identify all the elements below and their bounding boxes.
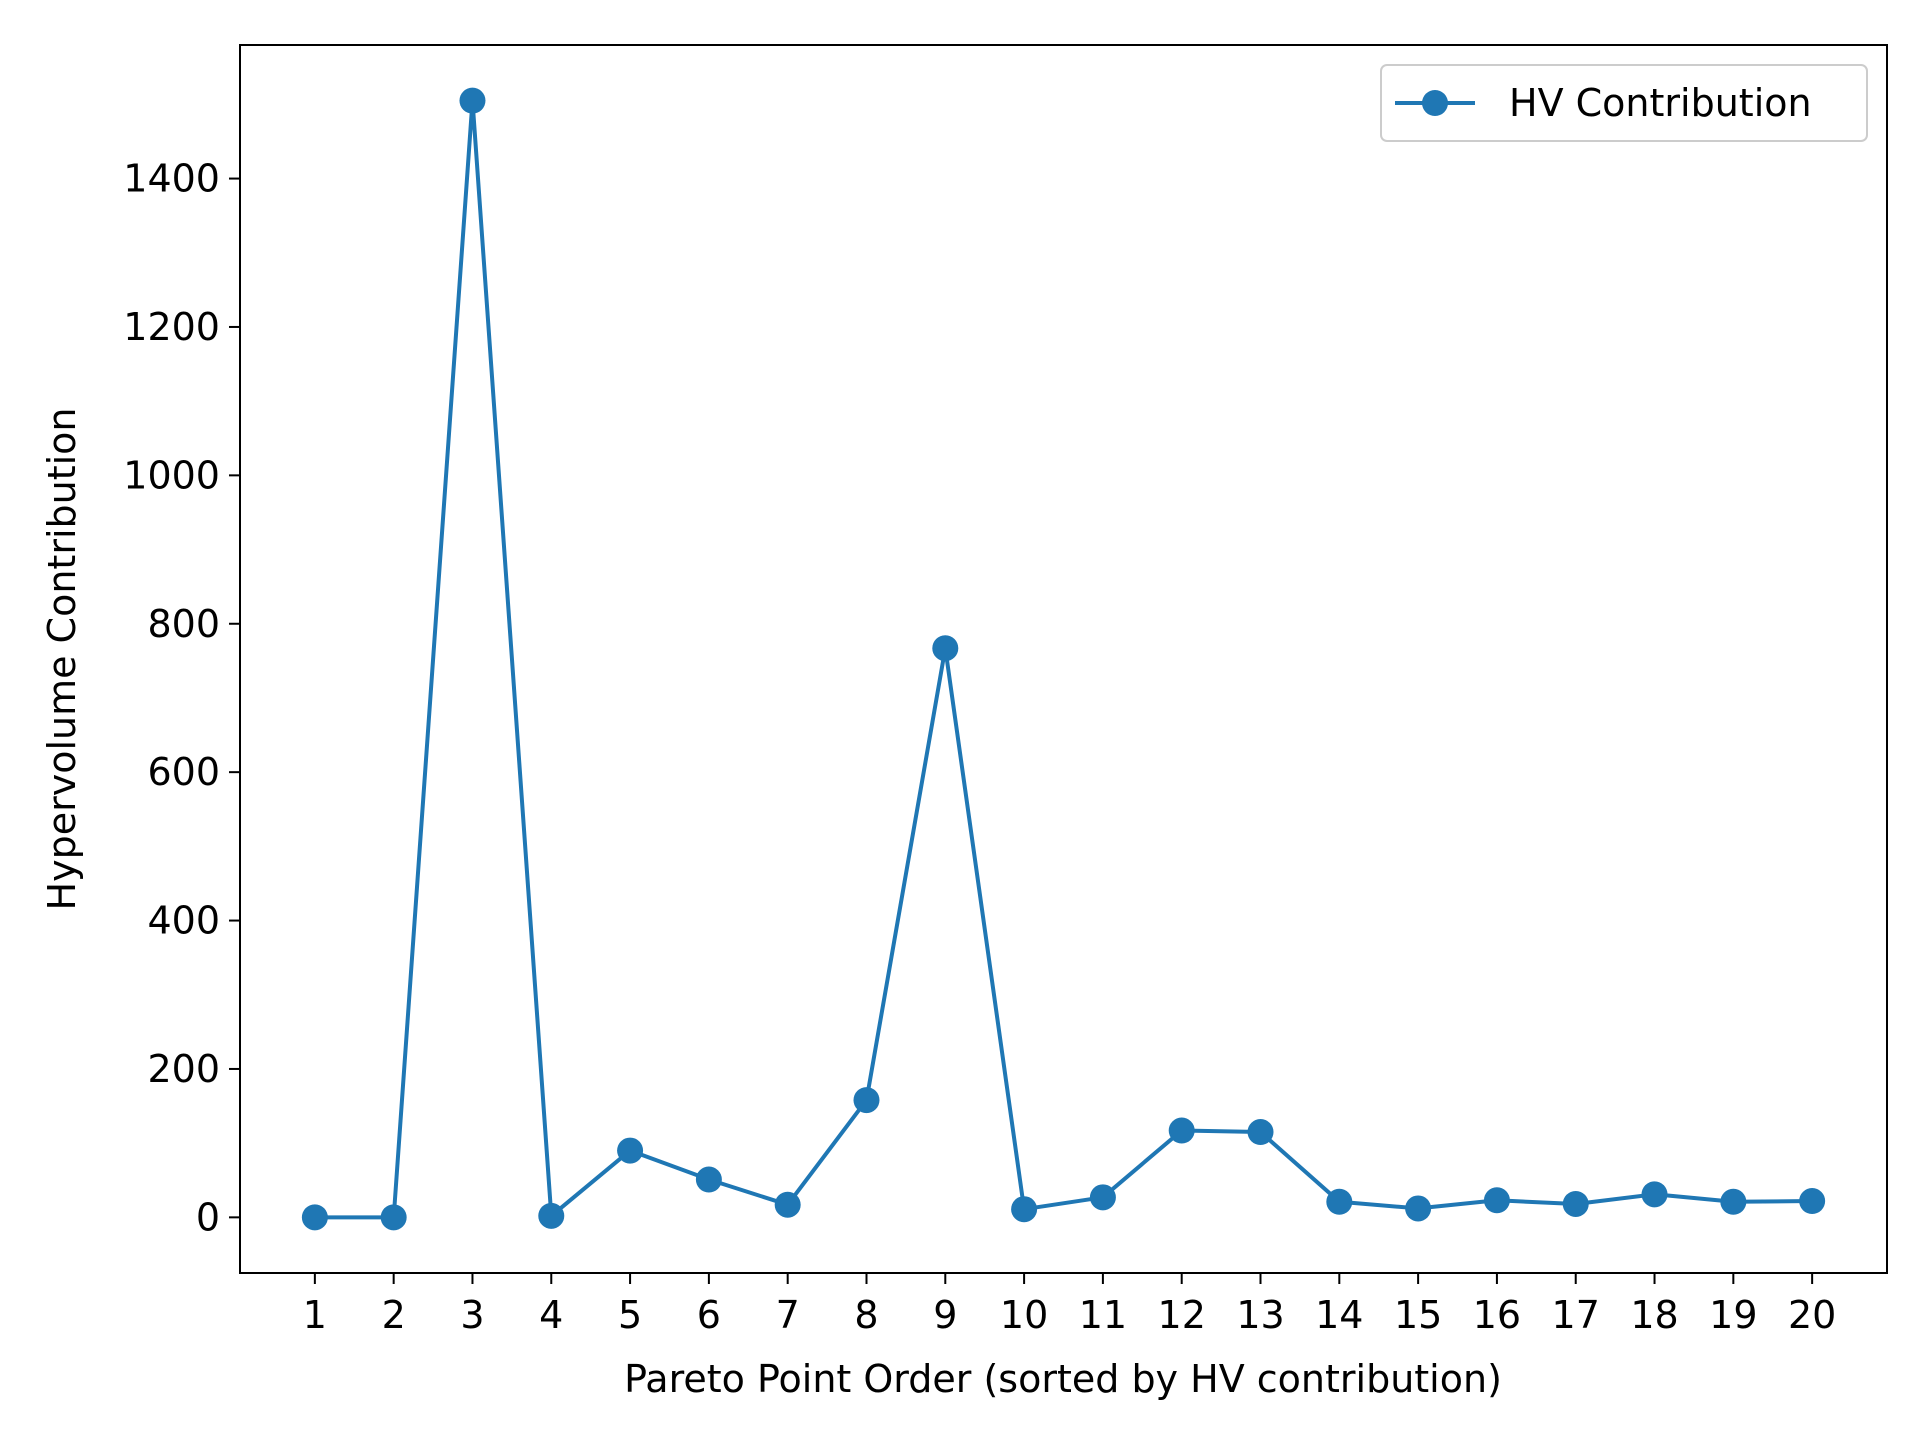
x-tick-label: 20 bbox=[1788, 1293, 1836, 1337]
data-point bbox=[932, 635, 959, 662]
x-tick-label: 17 bbox=[1552, 1293, 1600, 1337]
data-point bbox=[459, 87, 486, 114]
series-layer bbox=[301, 87, 1826, 1231]
data-point bbox=[1641, 1181, 1668, 1208]
x-tick-label: 8 bbox=[854, 1293, 878, 1337]
y-tick-label: 400 bbox=[147, 899, 220, 943]
series-line bbox=[314, 98, 1813, 1220]
data-point bbox=[1089, 1184, 1116, 1211]
axes-frame bbox=[239, 44, 1888, 1274]
x-tick-label: 5 bbox=[618, 1293, 642, 1337]
data-point bbox=[1720, 1188, 1747, 1215]
x-tick-label: 6 bbox=[697, 1293, 721, 1337]
x-tick-label: 18 bbox=[1630, 1293, 1678, 1337]
x-tick-label: 13 bbox=[1236, 1293, 1284, 1337]
x-tick-label: 7 bbox=[776, 1293, 800, 1337]
data-point bbox=[1326, 1188, 1353, 1215]
data-point bbox=[1011, 1196, 1038, 1223]
data-point bbox=[380, 1204, 407, 1231]
data-point bbox=[853, 1087, 880, 1114]
x-tick-label: 10 bbox=[1000, 1293, 1048, 1337]
x-tick-label: 3 bbox=[460, 1293, 484, 1337]
x-tick-label: 11 bbox=[1079, 1293, 1127, 1337]
x-axis-label: Pareto Point Order (sorted by HV contrib… bbox=[624, 1357, 1502, 1401]
x-tick-label: 1 bbox=[303, 1293, 327, 1337]
data-point bbox=[1247, 1119, 1274, 1146]
y-tick-label: 1200 bbox=[123, 305, 220, 349]
data-point bbox=[1562, 1190, 1589, 1217]
data-point bbox=[774, 1191, 801, 1218]
x-tick-label: 16 bbox=[1473, 1293, 1521, 1337]
y-tick-label: 200 bbox=[147, 1047, 220, 1091]
data-point bbox=[1799, 1188, 1826, 1215]
axes-layer: 1 2 3 4 5 6 7 8 9 10 11 12 13 14 15 16 17 18 19 20020040060… bbox=[123, 44, 1888, 1337]
x-tick-label: 9 bbox=[933, 1293, 957, 1337]
data-point bbox=[1405, 1195, 1432, 1222]
data-point bbox=[617, 1137, 644, 1164]
legend-label: HV Contribution bbox=[1509, 81, 1812, 125]
legend-box bbox=[1380, 64, 1868, 142]
x-tick-label: 12 bbox=[1158, 1293, 1206, 1337]
data-point bbox=[1483, 1187, 1510, 1214]
x-tick-label: 19 bbox=[1709, 1293, 1757, 1337]
x-tick-label: 4 bbox=[539, 1293, 563, 1337]
x-tick-label: 15 bbox=[1394, 1293, 1442, 1337]
data-point bbox=[301, 1204, 328, 1231]
legend-marker bbox=[1422, 90, 1448, 116]
y-tick-label: 0 bbox=[196, 1195, 220, 1239]
x-tick-label: 2 bbox=[382, 1293, 406, 1337]
plot-area bbox=[240, 45, 1887, 1273]
y-axis-label: Hypervolume Contribution bbox=[40, 408, 84, 911]
y-tick-label: 1400 bbox=[123, 157, 220, 201]
legend: HV Contribution bbox=[1380, 64, 1868, 142]
data-point bbox=[1168, 1117, 1195, 1144]
y-tick-label: 1000 bbox=[123, 453, 220, 497]
data-point bbox=[695, 1166, 722, 1193]
data-point bbox=[538, 1202, 565, 1229]
y-tick-label: 600 bbox=[147, 750, 220, 794]
y-tick-label: 800 bbox=[147, 602, 220, 646]
x-tick-label: 14 bbox=[1315, 1293, 1363, 1337]
